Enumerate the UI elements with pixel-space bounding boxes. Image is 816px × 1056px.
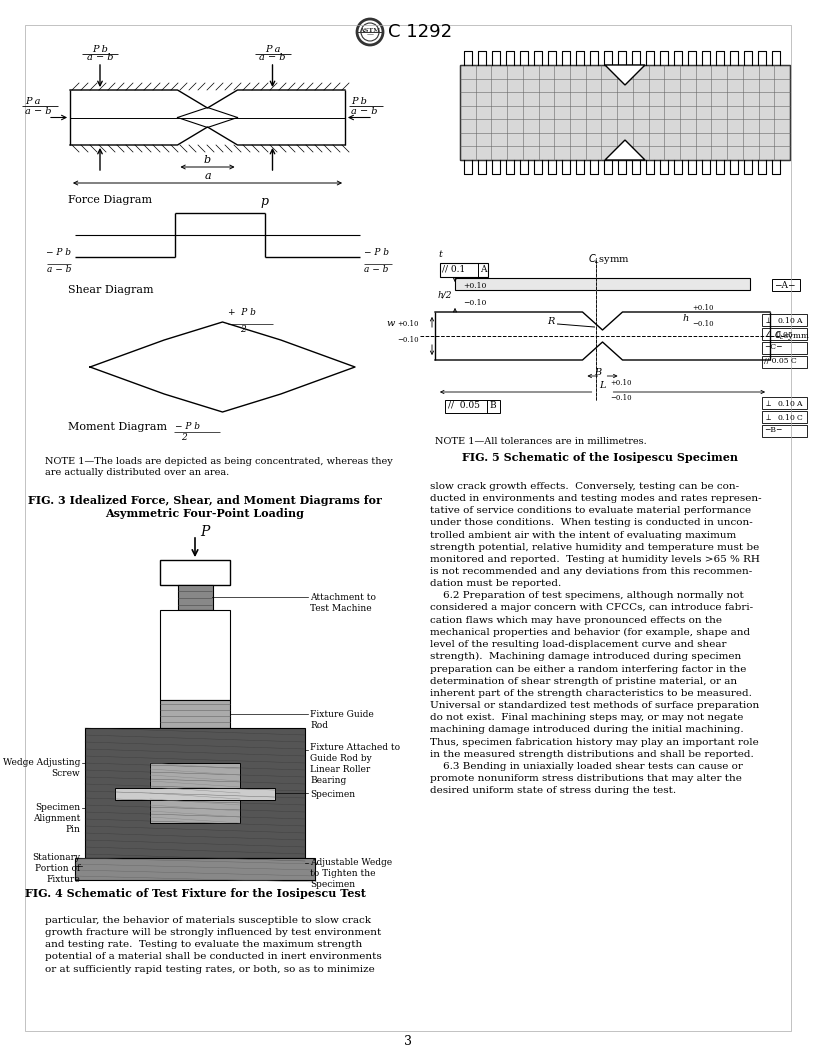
Text: A: A (480, 265, 486, 274)
Text: NOTE 1—All tolerances are in millimetres.: NOTE 1—All tolerances are in millimetres… (435, 437, 647, 446)
Text: b: b (204, 155, 211, 165)
Bar (85, 728, 305, 857)
Text: //  0.05: // 0.05 (448, 401, 480, 410)
Bar (762, 342, 807, 354)
Text: Attachment to
Test Machine: Attachment to Test Machine (310, 593, 376, 614)
Bar (75, 857, 315, 880)
Text: FIG. 3 Idealized Force, Shear, and Moment Diagrams for
Asymmetric Four-Point Loa: FIG. 3 Idealized Force, Shear, and Momen… (28, 495, 382, 518)
Bar (160, 700, 230, 728)
Text: P a: P a (264, 45, 280, 54)
Text: P: P (200, 525, 210, 539)
Text: slow crack growth effects.  Conversely, testing can be con-
ducted in environmen: slow crack growth effects. Conversely, t… (430, 482, 761, 795)
Text: −0.10: −0.10 (463, 299, 486, 307)
Text: // 0.05 C: // 0.05 C (764, 357, 796, 365)
Text: Stationary
Portion of
Fixture: Stationary Portion of Fixture (32, 853, 80, 884)
Bar (115, 788, 275, 800)
Bar (772, 279, 800, 291)
Text: Specimen
Alignment
Pin: Specimen Alignment Pin (33, 803, 80, 834)
Bar (762, 328, 807, 340)
Text: −A−: −A− (774, 281, 796, 290)
Text: FIG. 5 Schematic of the Iosipescu Specimen: FIG. 5 Schematic of the Iosipescu Specim… (462, 452, 738, 463)
Polygon shape (605, 140, 645, 161)
Text: $\angle$  0.05: $\angle$ 0.05 (764, 329, 794, 339)
Text: h: h (682, 314, 689, 323)
Text: +  P b: + P b (228, 308, 255, 317)
Text: a − b: a − b (25, 107, 51, 115)
Text: − P b: − P b (175, 422, 200, 431)
Text: —: — (366, 30, 374, 38)
Text: 2: 2 (181, 433, 187, 442)
Text: h/2: h/2 (438, 290, 453, 300)
Text: a − b: a − b (364, 265, 388, 274)
Text: R: R (548, 318, 555, 326)
Text: Specimen: Specimen (310, 790, 355, 799)
Text: $\mathit{C}_L$symm: $\mathit{C}_L$symm (774, 329, 810, 342)
Text: +0.10: +0.10 (463, 282, 486, 290)
Text: Wedge Adjusting
Screw: Wedge Adjusting Screw (2, 758, 80, 778)
Text: Force Diagram: Force Diagram (68, 195, 152, 205)
Bar (455, 278, 750, 290)
Text: +0.10: +0.10 (693, 304, 714, 312)
Text: 2: 2 (241, 325, 246, 334)
Text: w: w (387, 319, 395, 328)
Bar (762, 425, 807, 437)
Bar (460, 65, 790, 161)
Text: Adjustable Wedge
to Tighten the
Specimen: Adjustable Wedge to Tighten the Specimen (310, 857, 392, 889)
Text: Fixture Attached to
Guide Rod by
Linear Roller
Bearing: Fixture Attached to Guide Rod by Linear … (310, 743, 400, 786)
Text: Shear Diagram: Shear Diagram (68, 285, 153, 295)
Text: NOTE 1—The loads are depicted as being concentrated, whereas they
are actually d: NOTE 1—The loads are depicted as being c… (45, 457, 392, 477)
Bar (762, 397, 807, 409)
Text: t: t (438, 250, 442, 259)
Bar (150, 763, 240, 823)
Bar (445, 400, 500, 413)
Text: −0.10: −0.10 (397, 336, 419, 344)
Text: p: p (260, 195, 268, 208)
Text: −B−: −B− (764, 426, 783, 434)
Text: particular, the behavior of materials susceptible to slow crack
growth fracture : particular, the behavior of materials su… (45, 916, 382, 974)
Bar (160, 610, 230, 700)
Text: L: L (599, 381, 605, 390)
Text: P b: P b (92, 45, 108, 54)
Bar (762, 314, 807, 326)
Text: B: B (489, 401, 495, 410)
Bar (762, 411, 807, 423)
Text: −0.10: −0.10 (693, 320, 714, 328)
Text: +0.10: +0.10 (397, 320, 419, 328)
Text: B: B (594, 367, 601, 377)
Text: −C−: −C− (764, 343, 783, 351)
Text: $\perp$  0.10 A: $\perp$ 0.10 A (764, 398, 804, 408)
Text: Fixture Guide
Rod: Fixture Guide Rod (310, 710, 374, 730)
Text: a − b: a − b (86, 53, 113, 62)
Text: +0.10: +0.10 (610, 379, 632, 386)
Text: P a: P a (25, 96, 41, 106)
Bar (762, 356, 807, 367)
Text: 3: 3 (404, 1035, 412, 1048)
Bar (160, 560, 230, 585)
Text: a − b: a − b (259, 53, 286, 62)
Bar (178, 585, 213, 610)
Text: − P b: − P b (46, 248, 71, 257)
Text: P b: P b (351, 96, 367, 106)
Text: a: a (204, 171, 211, 181)
Text: ASTM: ASTM (359, 29, 380, 33)
Text: $\mathit{C}_L$symm: $\mathit{C}_L$symm (588, 252, 630, 266)
Polygon shape (605, 65, 645, 84)
Text: $\perp$  0.10 C: $\perp$ 0.10 C (764, 412, 804, 422)
Text: a − b: a − b (351, 107, 378, 115)
Text: a − b: a − b (47, 265, 71, 274)
Text: −0.10: −0.10 (610, 394, 632, 402)
Text: // 0.1: // 0.1 (442, 265, 465, 274)
Text: C 1292: C 1292 (388, 23, 452, 41)
Text: $\perp$  0.10 A: $\perp$ 0.10 A (764, 315, 804, 325)
Text: Moment Diagram: Moment Diagram (68, 422, 167, 432)
Text: FIG. 4 Schematic of Test Fixture for the Iosipescu Test: FIG. 4 Schematic of Test Fixture for the… (24, 888, 366, 899)
Bar (440, 263, 488, 277)
Text: − P b: − P b (364, 248, 389, 257)
